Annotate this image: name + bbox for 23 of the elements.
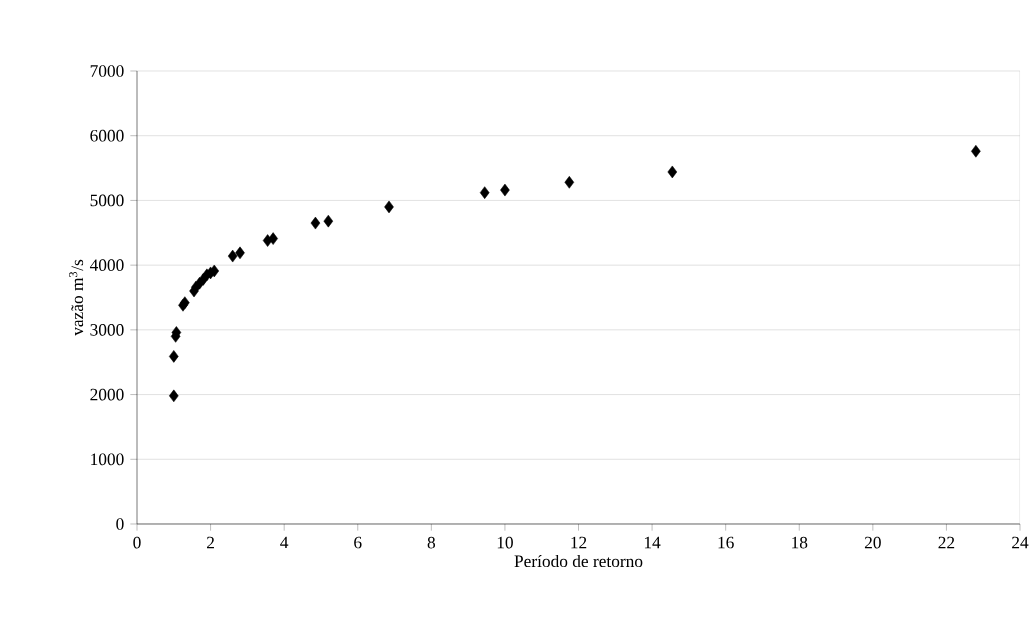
y-tick-label: 1000: [91, 453, 124, 466]
y-tick-label: 7000: [90, 65, 124, 77]
x-tick-label: 14: [644, 536, 661, 549]
x-tick-label: 12: [571, 536, 587, 549]
x-tick-label: 24: [1012, 536, 1029, 549]
x-tick-label: 16: [718, 536, 734, 549]
x-tick-label: 8: [427, 536, 436, 549]
x-tick-label: 18: [792, 536, 808, 549]
x-tick-label: 4: [280, 536, 289, 549]
y-tick-label: 4000: [89, 259, 124, 271]
x-tick-label: 20: [864, 536, 881, 549]
y-axis-title: vazão m$^{3}$/s: [69, 259, 84, 336]
y-tick-label: 3000: [90, 324, 124, 336]
x-tick-label: 22: [938, 536, 955, 549]
x-tick-label: 0: [133, 536, 141, 549]
y-tick-label: 5000: [90, 194, 124, 207]
x-tick-label: 2: [207, 536, 214, 549]
x-axis-title: Período de retorno: [514, 554, 643, 568]
x-tick-label: 10: [497, 536, 513, 549]
y-tick-label: 0: [116, 518, 124, 530]
y-tick-label: 2000: [90, 388, 124, 401]
x-tick-label: 6: [354, 536, 362, 549]
y-tick-label: 6000: [90, 129, 124, 142]
